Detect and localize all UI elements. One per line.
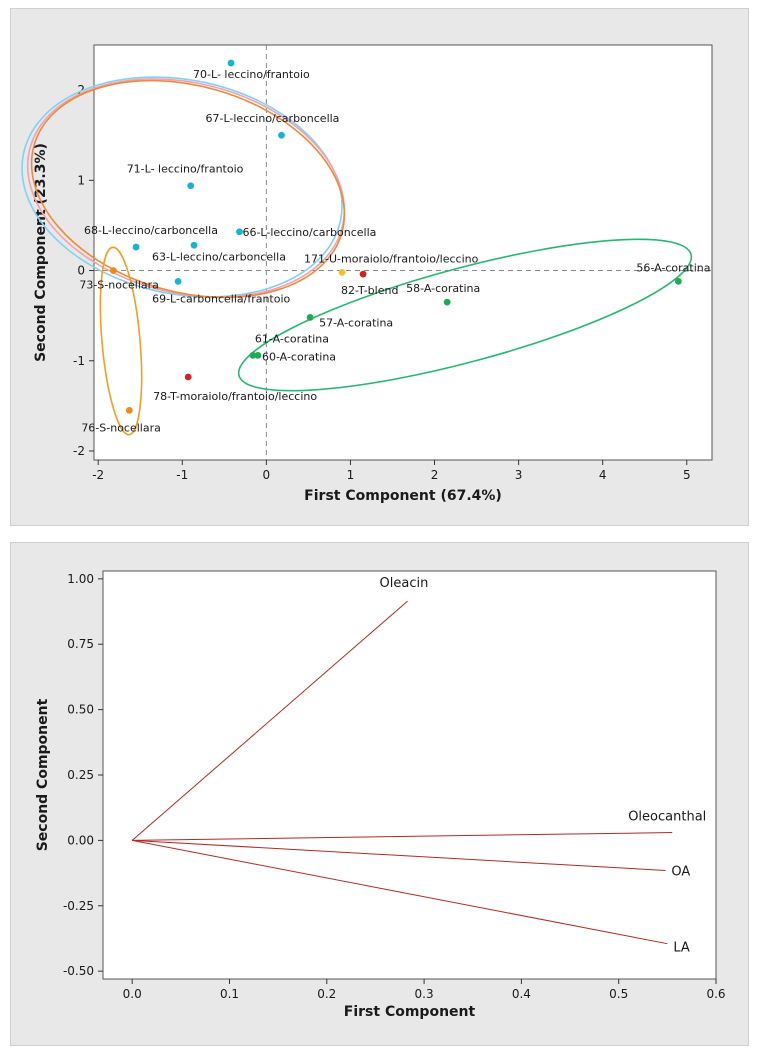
data-point	[236, 228, 243, 236]
y-tick-label: -2	[73, 444, 85, 458]
y-tick-label: 0.50	[67, 703, 94, 717]
x-tick-label: 3	[515, 468, 523, 482]
point-label: 71-L- leccino/frantoio	[127, 163, 244, 176]
x-tick-label: 0.4	[512, 987, 531, 1001]
y-tick-label: 2	[77, 83, 85, 97]
loading-vector	[132, 832, 673, 841]
x-tick-label: -1	[176, 468, 188, 482]
loading-vector	[131, 600, 408, 841]
data-point	[338, 268, 346, 276]
x-tick-label: -2	[92, 468, 104, 482]
point-label: 82-T-blend	[341, 284, 398, 297]
x-tick-label: 0.3	[415, 987, 434, 1001]
data-point	[249, 351, 257, 359]
score-plot: -2 -1 0 1 2 3 4 5 -2 -1 0 1 2 First Component (67.4%)…	[21, 44, 713, 504]
point-label: 57-A-coratina	[319, 316, 393, 329]
x-tick-label: 0.0	[123, 987, 142, 1001]
vector-label: LA	[673, 941, 690, 956]
point-label: 56-A-coratina	[636, 261, 710, 274]
plot-area	[102, 570, 717, 980]
plot-area	[93, 44, 713, 461]
x-axis-title: First Component	[344, 1004, 476, 1020]
point-label: 67-L-leccino/carboncella	[206, 112, 340, 125]
point-label: 171-U-moraiolo/frantoio/leccino	[304, 252, 479, 265]
x-tick-label: 0.5	[609, 987, 628, 1001]
point-label: 60-A-coratina	[262, 350, 336, 363]
x-tick-label: 4	[599, 468, 607, 482]
vector-label: OA	[671, 864, 690, 879]
data-point	[227, 59, 235, 67]
point-label: 73-S-nocellara	[79, 279, 159, 292]
point-label: 58-A-coratina	[406, 282, 480, 295]
loading-plot: 0.0 0.1 0.2 0.3 0.4 0.5 0.6 1.00 0.75 0.50 0.25 0.0…	[35, 570, 726, 1020]
point-label: 70-L- leccino/frantoio	[193, 68, 310, 81]
x-tick-label: 1	[347, 468, 355, 482]
data-point	[109, 267, 117, 274]
loading-plot-panel: 0.0 0.1 0.2 0.3 0.4 0.5 0.6 1.00 0.75 0.50 0.25 0.0…	[10, 542, 749, 1046]
x-tick-label: 0.2	[317, 987, 336, 1001]
data-point	[278, 131, 285, 139]
data-point	[254, 351, 262, 359]
group-ellipse-leccino-orange	[30, 79, 346, 299]
data-point	[184, 373, 192, 381]
x-tick-label: 0.1	[220, 987, 239, 1001]
y-axis-title: Second Component (23.3%)	[33, 143, 49, 362]
x-axis-title: First Component (67.4%)	[304, 488, 502, 504]
y-tick-label: 0.00	[67, 833, 94, 847]
y-tick-label: 0.75	[67, 637, 94, 651]
x-tick-label: 0	[263, 468, 271, 482]
x-tick-label: 2	[431, 468, 439, 482]
score-plot-panel: -2 -1 0 1 2 3 4 5 -2 -1 0 1 2 First Component (67.4%)…	[10, 8, 749, 526]
data-point	[174, 277, 182, 285]
data-point	[359, 270, 367, 278]
point-label: 68-L-leccino/carboncella	[84, 224, 218, 237]
x-tick-label: 0.6	[706, 987, 725, 1001]
point-label: 63-L-leccino/carboncella	[152, 250, 286, 263]
group-ellipse-coratina	[237, 238, 693, 392]
y-tick-label: 0.25	[67, 768, 94, 782]
y-axis-title: Second Component	[35, 698, 51, 851]
data-point	[132, 243, 140, 251]
group-ellipse-leccino-blue	[21, 76, 343, 298]
data-point	[187, 182, 195, 190]
vector-label: Oleocanthal	[628, 810, 706, 825]
y-tick-label: -0.50	[63, 964, 94, 978]
vector-label: Oleacin	[380, 576, 429, 591]
data-point	[443, 298, 451, 306]
loading-vector	[132, 839, 666, 871]
y-tick-label: -1	[73, 354, 85, 368]
point-label: 66-L-leccino/carboncella	[242, 226, 376, 239]
point-label: 76-S-nocellara	[81, 421, 161, 434]
data-point	[125, 406, 133, 414]
data-point	[306, 314, 314, 321]
point-label: 78-T-moraiolo/frantoio/leccino	[153, 390, 317, 403]
point-label: 61-A-coratina	[255, 332, 329, 345]
point-label: 69-L-carboncella/frantoio	[152, 292, 290, 305]
y-tick-label: 1	[77, 173, 85, 187]
y-tick-label: 0	[77, 264, 85, 278]
y-tick-label: 1.00	[67, 572, 94, 586]
data-point	[190, 241, 198, 249]
loading-vector	[132, 839, 668, 945]
y-tick-label: -0.25	[63, 899, 94, 913]
group-ellipse-nocellara	[99, 246, 143, 436]
group-ellipse-leccino-pink	[26, 78, 346, 298]
x-tick-label: 5	[683, 468, 691, 482]
data-point	[674, 277, 682, 285]
